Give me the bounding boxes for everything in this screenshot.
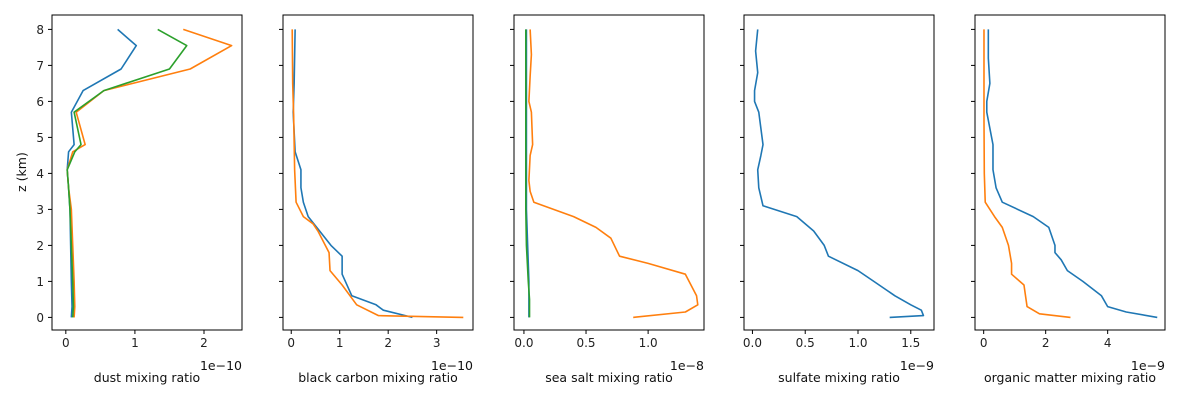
axes-frame	[51, 14, 243, 331]
y-axis-label: z (km)	[14, 152, 29, 192]
x-tick-label: 2	[1042, 336, 1050, 350]
y-tick-label: 1	[36, 275, 44, 289]
y-tick-label: 6	[36, 95, 44, 109]
y-tick-label: 7	[36, 59, 44, 73]
x-axis-label: organic matter mixing ratio	[984, 370, 1156, 385]
series-line-1	[528, 29, 699, 319]
x-tick-label: 1.5	[901, 336, 920, 350]
x-tick-label: 1.0	[848, 336, 867, 350]
x-tick-label: 2	[384, 336, 392, 350]
series-line-1	[292, 29, 413, 319]
series-line-1	[66, 28, 138, 318]
x-tick-label: 1.0	[639, 336, 658, 350]
x-tick-label: 0.5	[796, 336, 815, 350]
x-tick-label: 0.0	[743, 336, 762, 350]
axes-frame	[743, 14, 935, 331]
x-tick-label: 0	[62, 336, 70, 350]
x-tick-label: 0.5	[576, 336, 595, 350]
x-axis-label: sulfate mixing ratio	[778, 370, 900, 385]
x-offset-text: 1e−8	[670, 358, 704, 373]
series-line-2	[291, 29, 464, 319]
series-line-1	[753, 29, 925, 319]
series-line-1	[985, 29, 1158, 319]
x-tick-label: 1	[131, 336, 139, 350]
y-tick-label: 2	[36, 239, 44, 253]
axes-frame	[974, 14, 1166, 331]
series-line-3	[66, 28, 188, 318]
x-offset-text: 1e−10	[431, 358, 473, 373]
y-tick-label: 0	[36, 311, 44, 325]
x-tick-label: 0	[980, 336, 988, 350]
axes-frame	[513, 14, 705, 331]
series-line-2	[66, 28, 233, 318]
y-tick-label: 8	[36, 23, 44, 37]
x-tick-label: 0	[287, 336, 295, 350]
axes-frame	[282, 14, 474, 331]
x-tick-label: 1	[336, 336, 344, 350]
x-axis-label: dust mixing ratio	[94, 370, 200, 385]
x-tick-label: 4	[1104, 336, 1112, 350]
x-offset-text: 1e−9	[900, 358, 934, 373]
y-tick-label: 4	[36, 167, 44, 181]
x-offset-text: 1e−10	[200, 358, 242, 373]
x-axis-label: sea salt mixing ratio	[545, 370, 673, 385]
y-tick-label: 3	[36, 203, 44, 217]
series-line-3	[524, 29, 531, 318]
x-tick-label: 2	[200, 336, 208, 350]
x-axis-label: black carbon mixing ratio	[298, 370, 457, 385]
x-tick-label: 0.0	[514, 336, 533, 350]
x-tick-label: 3	[433, 336, 441, 350]
y-tick-label: 5	[36, 131, 44, 145]
x-offset-text: 1e−9	[1131, 358, 1165, 373]
series-line-2	[983, 29, 1071, 319]
